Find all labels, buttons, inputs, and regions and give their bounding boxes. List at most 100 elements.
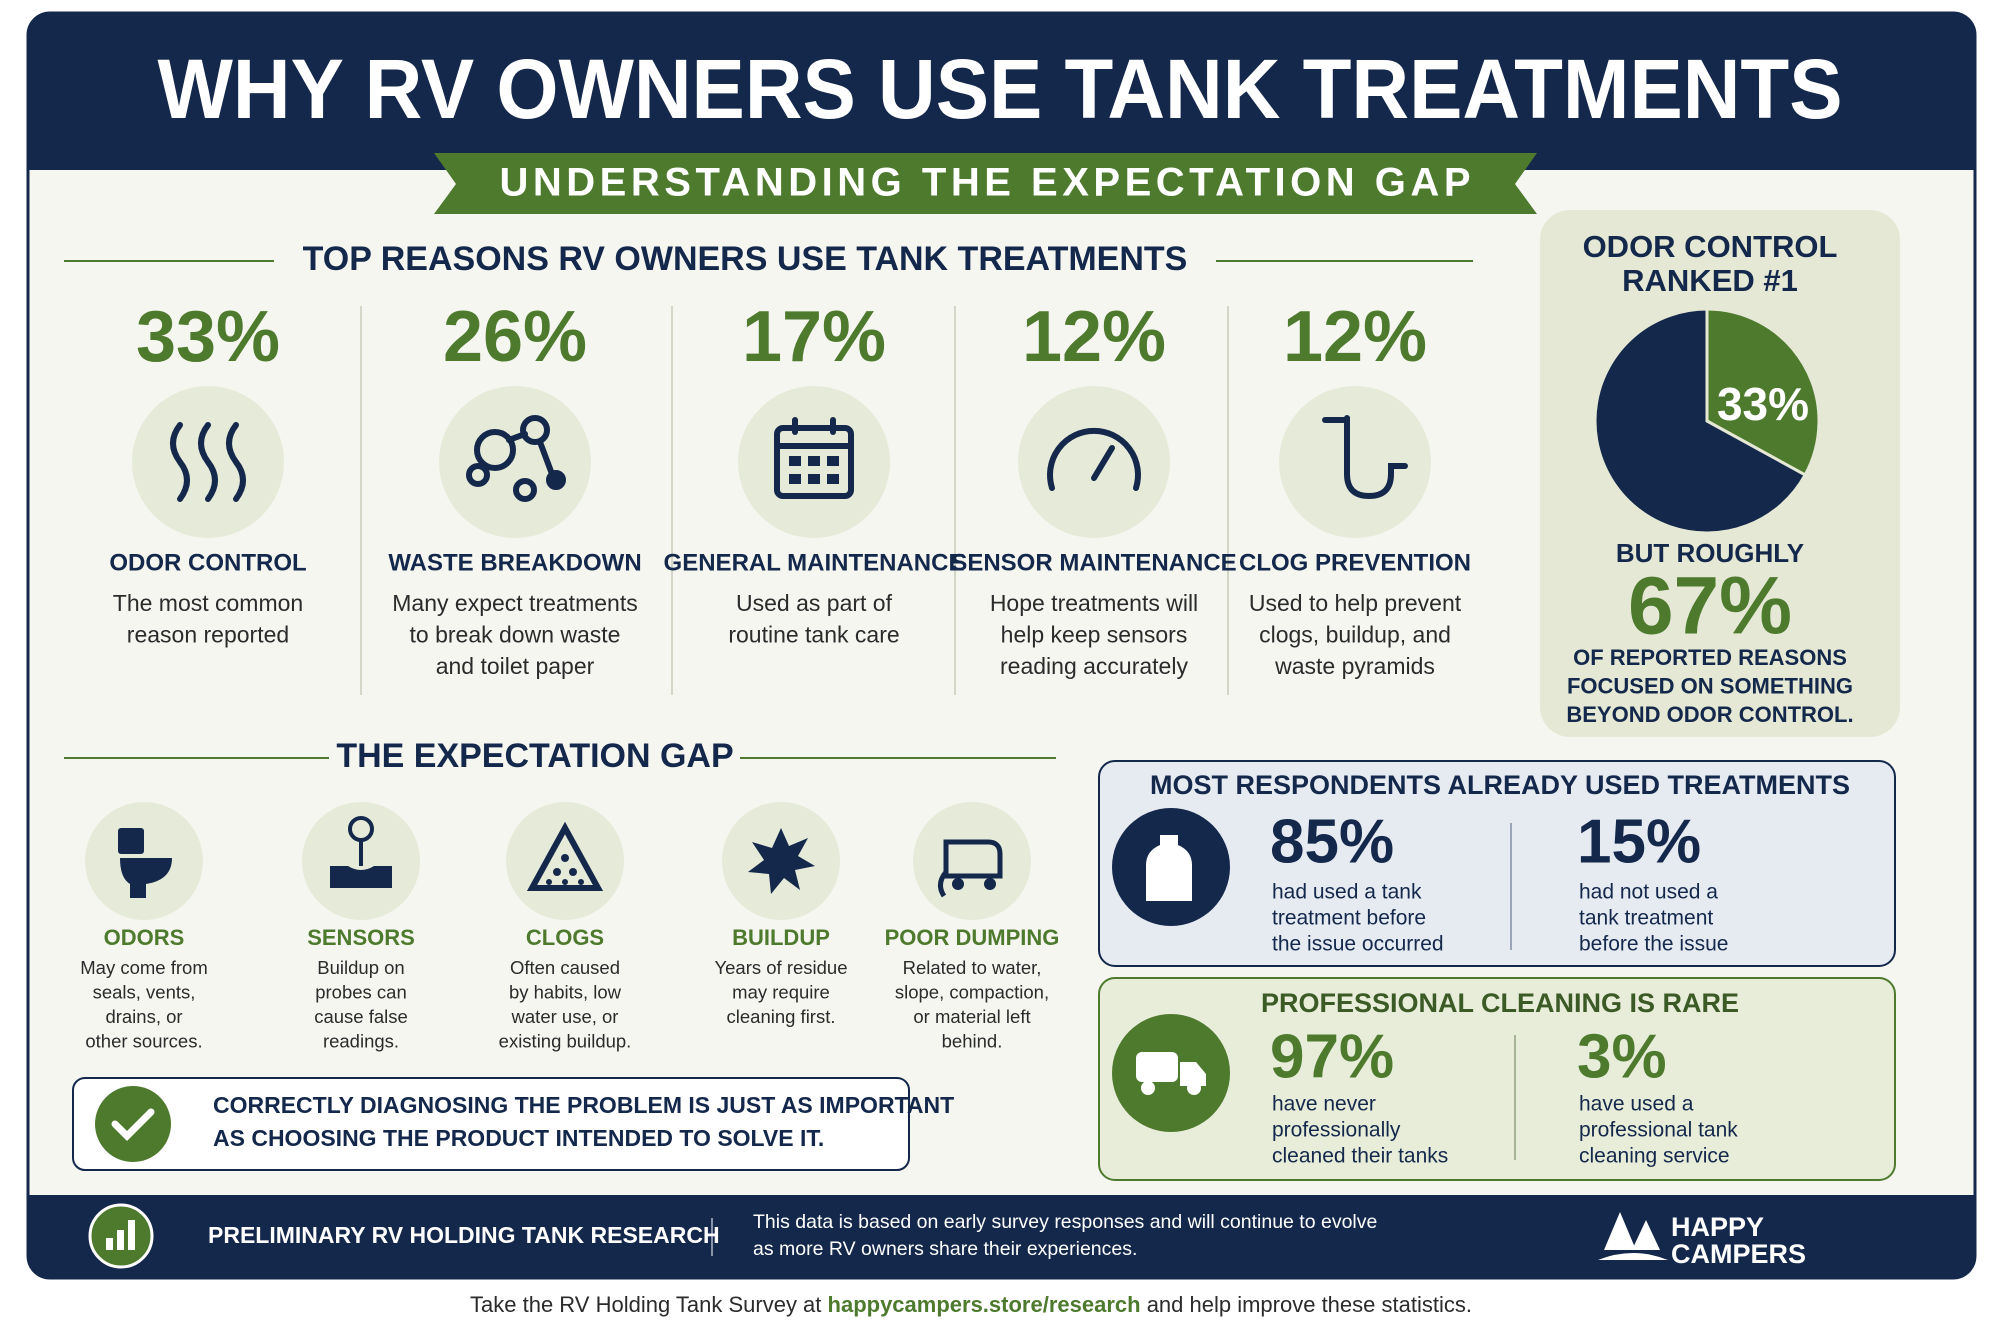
stat-description: cleaned their tanks [1272, 1145, 1448, 1168]
reason-icons [170, 415, 1408, 502]
reason-description: reading accurately [1000, 653, 1188, 679]
sidebar-title: RANKED #1 [1622, 263, 1798, 298]
gap-description: existing buildup. [499, 1031, 632, 1052]
bottle [1146, 835, 1192, 901]
gap-label: ODORS [104, 925, 185, 950]
stat-description: tank treatment [1579, 907, 1713, 930]
reason-value: 26% [443, 297, 587, 377]
stats-title: PROFESSIONAL CLEANING IS RARE [1261, 988, 1739, 1018]
gap-description: drains, or [105, 1006, 182, 1027]
gap-description: slope, compaction, [895, 981, 1049, 1002]
ribbon [434, 153, 1537, 214]
rules [64, 260, 1473, 759]
gap-description: other sources. [85, 1031, 202, 1052]
footer-note: as more RV owners share their experience… [753, 1238, 1137, 1260]
stats-title: MOST RESPONDENTS ALREADY USED TREATMENTS [1150, 770, 1850, 800]
stat-description: cleaning service [1579, 1145, 1730, 1168]
reason-description: and toilet paper [436, 653, 595, 679]
footer-note: This data is based on early survey respo… [753, 1211, 1377, 1233]
section-heading: THE EXPECTATION GAP [336, 737, 733, 775]
reason-label: GENERAL MAINTENANCE [664, 549, 965, 576]
sidebar-stat: 67% [1628, 561, 1792, 652]
gap-description: by habits, low [509, 981, 622, 1002]
stat-description: had not used a [1579, 881, 1718, 904]
reason-label: ODOR CONTROL [109, 549, 306, 576]
subtitle: UNDERSTANDING THE EXPECTATION GAP [500, 161, 1471, 205]
gap-description: or material left [913, 1006, 1030, 1027]
gap-description: probes can [315, 981, 407, 1002]
sidebar-note: FOCUSED ON SOMETHING [1567, 673, 1853, 698]
gap-description: May come from [80, 957, 207, 978]
header-band [28, 13, 1975, 170]
logo-trees [1598, 1212, 1668, 1260]
footer-label: PRELIMINARY RV HOLDING TANK RESEARCH [208, 1222, 720, 1248]
calendar-cells [789, 456, 839, 484]
gap-description: behind. [942, 1031, 1003, 1052]
stat-description: have never [1272, 1093, 1376, 1116]
pie-slice [1705, 307, 1821, 477]
reason-label: SENSOR MAINTENANCE [951, 549, 1236, 576]
gap-description: Related to water, [903, 957, 1042, 978]
sidebar-note: OF REPORTED REASONS [1573, 645, 1847, 670]
check-icon [95, 1086, 171, 1162]
reason-value: 33% [136, 297, 280, 377]
stat-description: treatment before [1272, 907, 1426, 930]
gap-description: readings. [323, 1031, 399, 1052]
gap-description: water use, or [511, 1006, 619, 1027]
reason-description: help keep sensors [1001, 622, 1188, 648]
cta-link[interactable]: happycampers.store/research [828, 1292, 1141, 1317]
reason-description: to break down waste [410, 622, 621, 648]
footer-band [28, 1195, 1975, 1278]
reason-value: 12% [1022, 297, 1166, 377]
pie [1593, 307, 1821, 535]
reason-description: The most common [113, 590, 303, 616]
gap-description: cleaning first. [727, 1006, 836, 1027]
callout-text: AS CHOOSING THE PRODUCT INTENDED TO SOLV… [213, 1125, 824, 1151]
reason-value: 12% [1283, 297, 1427, 377]
gap-description: seals, vents, [93, 981, 196, 1002]
column-dividers [360, 306, 1229, 695]
gap-description: cause false [314, 1006, 408, 1027]
section-heading: TOP REASONS RV OWNERS USE TANK TREATMENT… [303, 240, 1188, 278]
cta-text: and help improve these statistics. [1141, 1292, 1472, 1317]
title: WHY RV OWNERS USE TANK TREATMENTS [158, 42, 1843, 136]
cta-text: Take the RV Holding Tank Survey at [470, 1292, 828, 1317]
stat-value: 15% [1577, 807, 1701, 876]
callout-box [72, 1077, 910, 1171]
stats-box [1098, 760, 1896, 967]
stat-description: professionally [1272, 1119, 1401, 1142]
gap-label: BUILDUP [732, 925, 830, 950]
sidebar-note: BEYOND ODOR CONTROL. [1566, 702, 1853, 727]
reason-description: reason reported [127, 622, 289, 648]
reason-description: Used to help prevent [1249, 590, 1462, 616]
stat-value: 97% [1270, 1022, 1394, 1091]
stat-description: had used a tank [1272, 881, 1422, 904]
gap-label: CLOGS [526, 925, 604, 950]
stat-description: the issue occurred [1272, 933, 1444, 956]
gap-label: POOR DUMPING [885, 925, 1060, 950]
reason-description: Many expect treatments [392, 590, 637, 616]
sidebar-lead: BUT ROUGHLY [1616, 538, 1804, 568]
gap-description: Buildup on [317, 957, 404, 978]
gap-icons [118, 816, 1003, 898]
pie-label: 33% [1717, 378, 1809, 430]
pie-slice [1593, 307, 1808, 535]
reason-description: clogs, buildup, and [1259, 622, 1451, 648]
reason-label: WASTE BREAKDOWN [388, 549, 641, 576]
stat-description: have used a [1579, 1093, 1694, 1116]
reason-label: CLOG PREVENTION [1239, 549, 1471, 576]
gap-description: Often caused [510, 957, 620, 978]
reason-description: Used as part of [736, 590, 893, 616]
gap-description: Years of residue [714, 957, 847, 978]
stats-box [1098, 977, 1896, 1181]
stat-description: before the issue [1579, 933, 1728, 956]
callout-text: CORRECTLY DIAGNOSING THE PROBLEM IS JUST… [213, 1092, 954, 1118]
sidebar-title: ODOR CONTROL [1583, 229, 1838, 264]
truck [1136, 1052, 1206, 1095]
brand: HAPPY [1671, 1212, 1764, 1242]
reason-description: Hope treatments will [990, 590, 1198, 616]
check-mark [111, 1108, 155, 1141]
cta: Take the RV Holding Tank Survey at happy… [470, 1292, 1472, 1317]
stat-value: 3% [1577, 1022, 1667, 1091]
